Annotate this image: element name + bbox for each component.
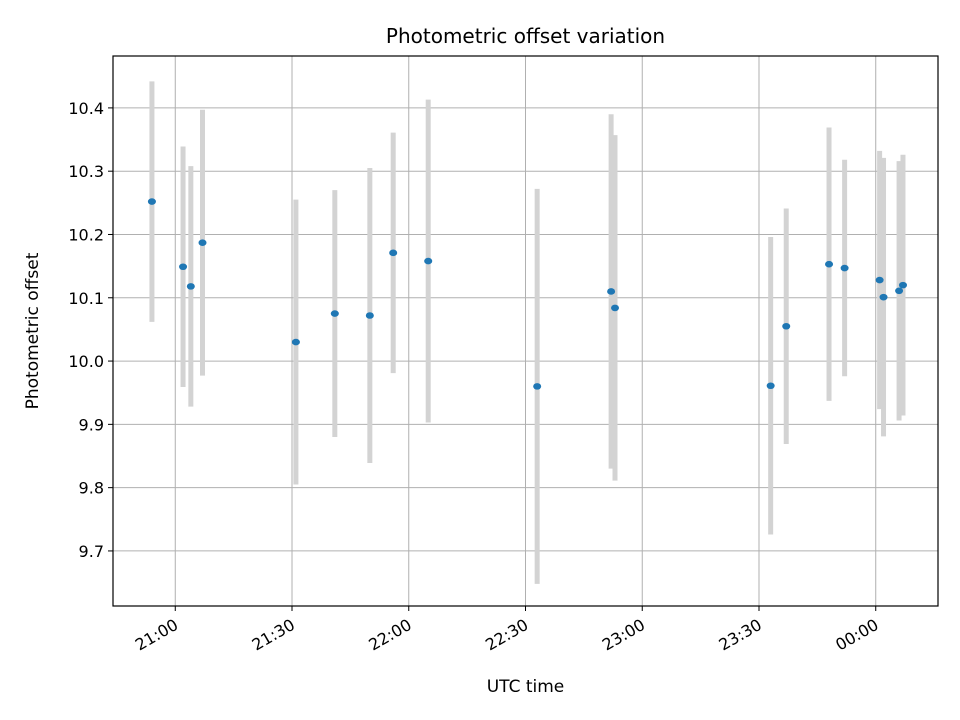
y-tick-label: 10.2 — [68, 225, 104, 244]
y-tick-label: 9.7 — [79, 542, 104, 561]
grid-lines — [113, 56, 938, 606]
x-axis-label: UTC time — [487, 677, 565, 697]
chart-title: Photometric offset variation — [386, 24, 665, 48]
data-point — [533, 383, 542, 390]
data-point — [198, 239, 207, 247]
data-point — [186, 283, 195, 290]
data-point — [389, 249, 398, 257]
y-axis-ticks: 9.7 9.8 9.9 10.0 10.1 10.2 10.3 10.4 — [68, 99, 113, 561]
y-tick-label: 10.1 — [68, 289, 104, 308]
data-point — [895, 287, 904, 295]
y-axis-label: Photometric offset — [23, 252, 43, 409]
data-point — [424, 257, 433, 265]
data-point — [611, 304, 620, 312]
y-tick-label: 9.9 — [79, 415, 104, 434]
data-point — [147, 198, 156, 205]
data-point — [840, 264, 849, 272]
data-point — [766, 382, 775, 390]
data-point — [179, 263, 188, 271]
data-point — [898, 281, 907, 289]
data-point — [782, 322, 791, 330]
y-tick-label: 10.4 — [68, 99, 104, 118]
y-tick-label: 10.0 — [68, 352, 104, 371]
data-points — [147, 198, 907, 390]
data-point — [607, 288, 616, 295]
data-point — [291, 338, 300, 346]
y-tick-label: 10.3 — [68, 162, 104, 181]
data-point — [879, 293, 888, 301]
data-point — [825, 260, 834, 268]
data-point — [330, 310, 339, 317]
data-point — [365, 312, 374, 319]
y-tick-label: 9.8 — [79, 479, 104, 498]
data-point — [875, 276, 884, 284]
